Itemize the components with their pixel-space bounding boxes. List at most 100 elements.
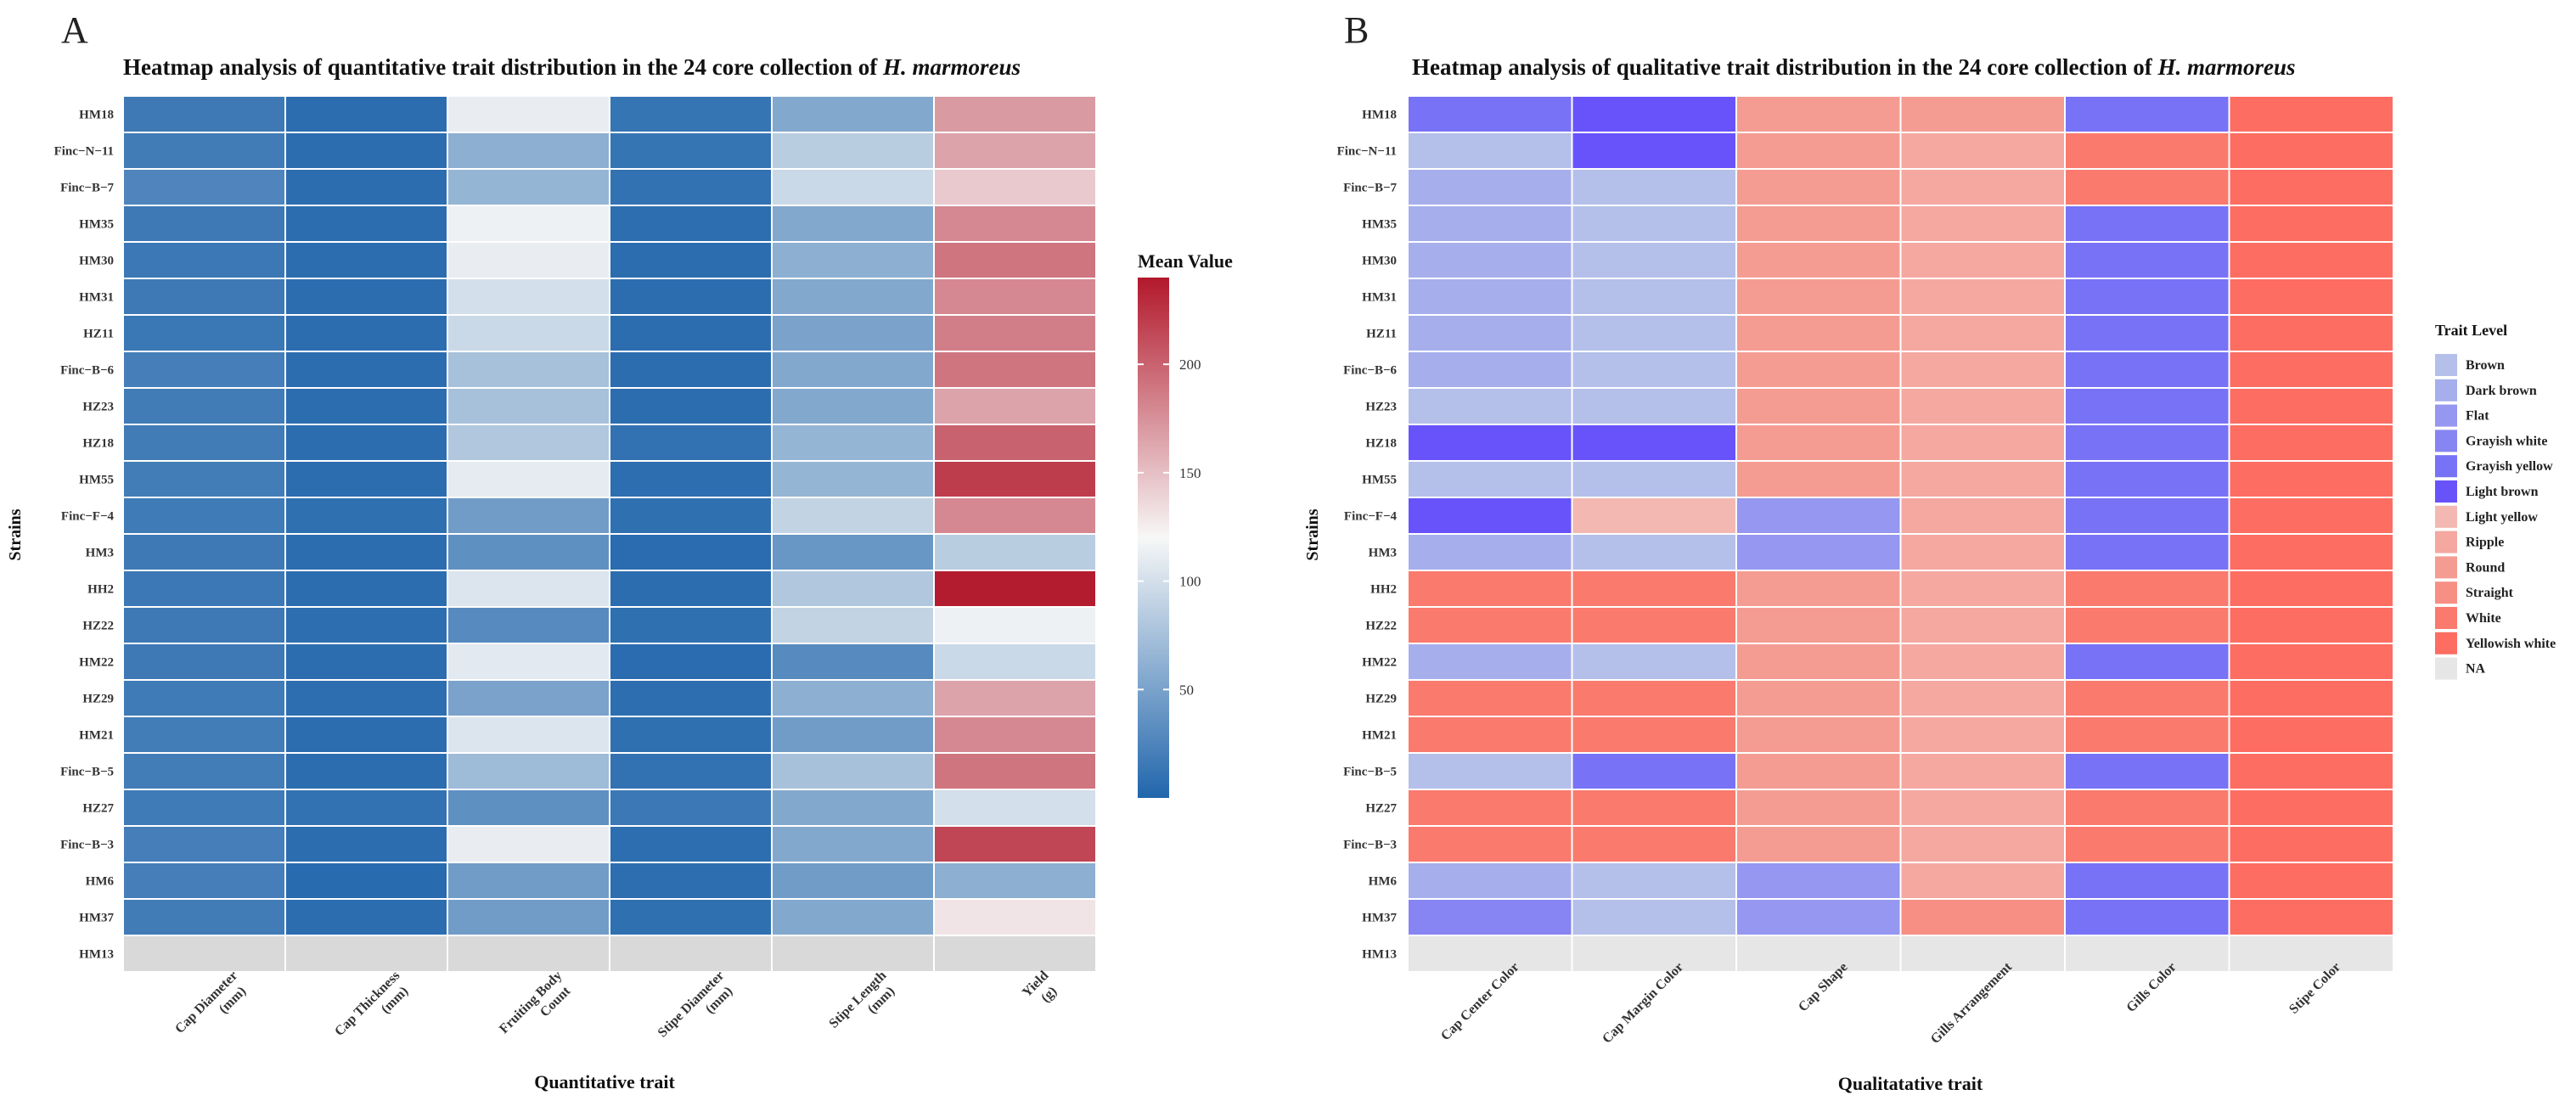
legend-item-label-b: Yellowish white bbox=[2466, 637, 2556, 651]
heatmap-cell-b bbox=[1407, 825, 1573, 863]
heatmap-cell-a bbox=[771, 679, 935, 717]
heatmap-cell-b bbox=[1407, 898, 1573, 936]
heatmap-cell-b bbox=[1571, 168, 1737, 206]
panel-label-a: A bbox=[61, 9, 88, 51]
heatmap-cell-a bbox=[771, 278, 935, 316]
row-label-a: HM6 bbox=[86, 875, 115, 889]
heatmap-cell-b bbox=[1571, 643, 1737, 681]
heatmap-cell-a bbox=[609, 241, 773, 279]
legend-swatch-b bbox=[2435, 480, 2457, 503]
heatmap-cell-a bbox=[771, 424, 935, 462]
row-label-a: HZ23 bbox=[82, 401, 114, 414]
heatmap-cell-a bbox=[933, 387, 1097, 425]
heatmap-cell-b bbox=[1571, 424, 1737, 462]
heatmap-cell-b bbox=[1407, 862, 1573, 900]
heatmap-cell-a bbox=[771, 241, 935, 279]
heatmap-cell-b bbox=[1571, 351, 1737, 389]
heatmap-cell-b bbox=[2228, 168, 2394, 206]
heatmap-cell-b bbox=[1735, 278, 1902, 316]
heatmap-cell-a bbox=[933, 570, 1097, 608]
row-label-a: HM3 bbox=[86, 547, 114, 560]
heatmap-cell-b bbox=[2064, 424, 2230, 462]
heatmap-cell-b bbox=[1407, 497, 1573, 535]
legend-swatch-b bbox=[2435, 455, 2457, 478]
heatmap-cell-a bbox=[447, 643, 610, 681]
heatmap-cell-a bbox=[771, 533, 935, 571]
heatmap-cell-a bbox=[122, 898, 286, 936]
heatmap-cell-a bbox=[771, 95, 935, 133]
heatmap-cell-b bbox=[1407, 168, 1573, 206]
heatmap-cell-b bbox=[1407, 95, 1573, 133]
heatmap-cell-b bbox=[2228, 460, 2394, 498]
heatmap-cell-a bbox=[447, 387, 610, 425]
heatmap-cell-a bbox=[122, 168, 286, 206]
heatmap-cell-a bbox=[284, 460, 448, 498]
row-label-a: Finc−B−3 bbox=[60, 839, 114, 852]
heatmap-cell-a bbox=[609, 387, 773, 425]
heatmap-cell-b bbox=[2228, 935, 2394, 973]
legend-item-label-b: Flat bbox=[2466, 409, 2489, 424]
heatmap-cell-a bbox=[284, 168, 448, 206]
heatmap-cell-b bbox=[2228, 314, 2394, 352]
heatmap-cell-b bbox=[1571, 533, 1737, 571]
heatmap-cell-a bbox=[447, 95, 610, 133]
heatmap-cell-b bbox=[2064, 387, 2230, 425]
heatmap-cell-b bbox=[1571, 789, 1737, 827]
heatmap-cell-a bbox=[284, 95, 448, 133]
heatmap-cell-a bbox=[771, 497, 935, 535]
heatmap-cell-b bbox=[2228, 898, 2394, 936]
heatmap-cell-a bbox=[284, 351, 448, 389]
heatmap-cell-b bbox=[1735, 497, 1902, 535]
row-label-b: Finc−B−5 bbox=[1343, 766, 1397, 779]
legend-title-a: Mean Value bbox=[1138, 250, 1233, 272]
heatmap-cell-a bbox=[122, 205, 286, 243]
heatmap-cell-b bbox=[2064, 241, 2230, 279]
heatmap-cell-b bbox=[1735, 679, 1902, 717]
row-label-a: HM55 bbox=[79, 474, 114, 487]
heatmap-cell-a bbox=[284, 278, 448, 316]
legend-tick-label-a: 150 bbox=[1179, 465, 1201, 481]
column-label-a: Cap Thickness(mm) bbox=[332, 969, 414, 1051]
heatmap-cell-b bbox=[2064, 643, 2230, 681]
heatmap-cell-a bbox=[609, 278, 773, 316]
y-axis-title-a: Strains bbox=[6, 508, 25, 560]
heatmap-cell-a bbox=[771, 752, 935, 790]
legend-item-label-b: Light yellow bbox=[2466, 510, 2538, 525]
row-label-a: HZ11 bbox=[83, 328, 114, 341]
panel-a: A Heatmap analysis of quantitative trait … bbox=[6, 9, 1233, 1092]
heatmap-cell-a bbox=[609, 132, 773, 170]
heatmap-cell-a bbox=[122, 752, 286, 790]
heatmap-cell-a bbox=[284, 825, 448, 863]
legend-title-b: Trait Level bbox=[2435, 322, 2507, 339]
row-label-a: HM13 bbox=[79, 948, 114, 962]
legend-swatch-b bbox=[2435, 354, 2457, 376]
column-label-a: Cap Diameter(mm) bbox=[172, 969, 252, 1048]
row-label-b: HM22 bbox=[1362, 656, 1397, 670]
heatmap-cell-a bbox=[284, 898, 448, 936]
heatmap-cell-a bbox=[447, 825, 610, 863]
row-label-b: HZ11 bbox=[1366, 328, 1397, 341]
chart-title-b: Heatmap analysis of qualitative trait di… bbox=[1412, 54, 2295, 80]
column-label-a: Stipe Diameter(mm) bbox=[655, 969, 740, 1053]
heatmap-cell-b bbox=[1407, 716, 1573, 754]
heatmap-cell-b bbox=[1735, 387, 1902, 425]
heatmap-cell-a bbox=[609, 862, 773, 900]
heatmap-cell-a bbox=[609, 752, 773, 790]
heatmap-cell-b bbox=[2064, 497, 2230, 535]
heatmap-cell-a bbox=[122, 716, 286, 754]
heatmap-cell-b bbox=[2064, 132, 2230, 170]
heatmap-cell-a bbox=[771, 643, 935, 681]
heatmap-cell-b bbox=[2064, 351, 2230, 389]
heatmap-cell-a bbox=[447, 497, 610, 535]
legend-item-label-b: Grayish yellow bbox=[2466, 459, 2553, 474]
heatmap-cell-b bbox=[1407, 241, 1573, 279]
heatmap-cell-a bbox=[284, 679, 448, 717]
heatmap-cell-a bbox=[122, 825, 286, 863]
heatmap-cell-b bbox=[1407, 132, 1573, 170]
heatmap-cell-a bbox=[609, 606, 773, 644]
row-label-a: HM31 bbox=[79, 291, 114, 305]
heatmap-cell-b bbox=[1899, 716, 2066, 754]
heatmap-cell-b bbox=[2064, 606, 2230, 644]
heatmap-cell-b bbox=[2228, 95, 2394, 133]
